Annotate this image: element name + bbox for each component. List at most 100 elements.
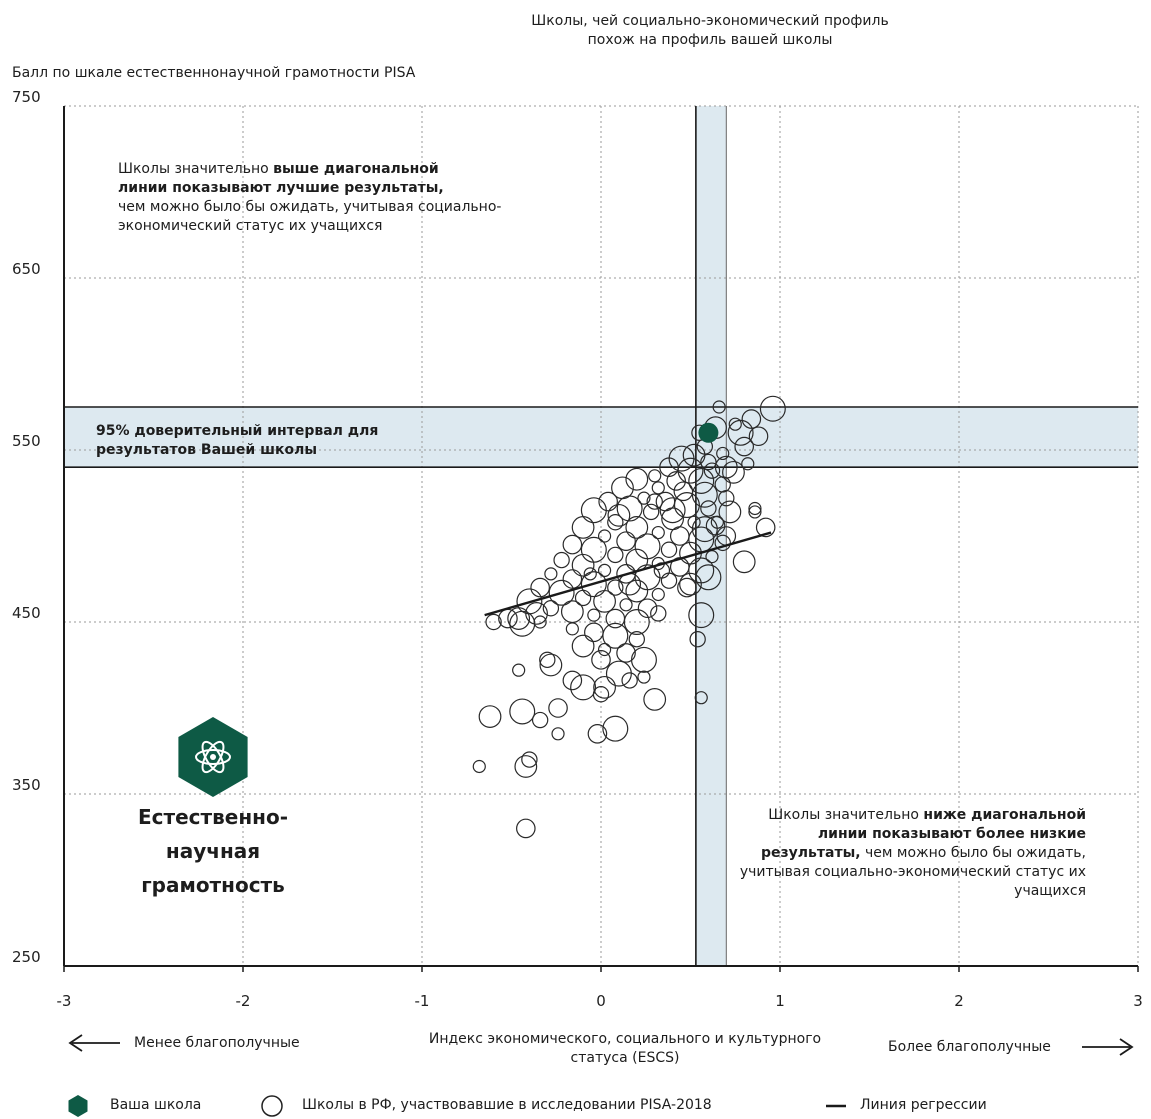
more-affluent-label: Более благополучные (888, 1039, 1051, 1055)
school-point (562, 569, 583, 589)
school-point (607, 514, 624, 531)
school-point (512, 663, 526, 677)
school-point (687, 515, 701, 529)
school-point (651, 481, 665, 495)
school-point (741, 457, 755, 471)
school-point (691, 481, 718, 508)
x-tick-label: 3 (1133, 992, 1143, 1010)
less-affluent-label: Менее благополучные (134, 1035, 300, 1051)
school-point (712, 400, 726, 414)
school-point (507, 607, 531, 630)
school-point (580, 536, 607, 563)
school-point (565, 622, 579, 636)
school-point (755, 517, 776, 538)
annotation-above-bold1: выше диагональной (273, 161, 439, 177)
school-point (514, 755, 538, 778)
x-tick-label: -2 (236, 992, 251, 1010)
school-point (587, 608, 601, 622)
x-tick-label: -3 (57, 992, 72, 1010)
atom-icon (201, 740, 225, 774)
school-point (553, 551, 570, 569)
x-tick-label: 1 (775, 992, 785, 1010)
school-point (722, 460, 745, 484)
school-point (677, 457, 704, 484)
school-point (634, 533, 661, 560)
school-point (718, 489, 735, 507)
school-point (621, 672, 638, 689)
school-point (587, 723, 608, 744)
x-tick-label: 2 (954, 992, 964, 1010)
school-point (625, 516, 649, 539)
school-point (478, 705, 502, 728)
school-point (748, 505, 762, 519)
school-point (542, 600, 560, 617)
y-tick-label: 450 (12, 604, 41, 622)
school-point (616, 495, 643, 522)
school-point (591, 650, 611, 670)
school-point (525, 602, 548, 625)
school-point (741, 409, 762, 429)
school-point (748, 426, 769, 447)
similar-profile-line1: Школы, чей социально-экономический профи… (531, 13, 889, 29)
school-point (748, 501, 762, 516)
your-school-point (698, 422, 719, 443)
school-point (646, 493, 663, 510)
school-point (673, 492, 700, 519)
school-point (628, 631, 646, 648)
y-tick-label: 650 (12, 260, 41, 278)
school-point (695, 564, 722, 591)
school-point (623, 608, 650, 635)
school-point (539, 653, 563, 677)
school-point (691, 516, 718, 543)
school-point (607, 546, 624, 564)
school-point (648, 469, 662, 483)
annotation-below-bold2: линии показывают более низкие (817, 826, 1086, 842)
school-point (574, 589, 592, 607)
annotation-below-normal4: учащихся (1014, 883, 1086, 899)
legend-schools: Школы в РФ, участвовавшие в исследовании… (302, 1097, 712, 1113)
atom-icon (201, 740, 225, 774)
y-tick-label: 250 (12, 948, 41, 966)
y-tick-label: 350 (12, 776, 41, 794)
school-point (637, 670, 651, 684)
x-axis-title-line2: статуса (ESCS) (570, 1050, 680, 1066)
school-point (560, 600, 584, 624)
school-point (660, 541, 678, 558)
annotation-above-bold2: линии показывают лучшие результаты, (118, 180, 444, 196)
school-point (531, 711, 549, 729)
school-point (700, 500, 717, 517)
school-point (571, 553, 595, 577)
similar-profile-line2: похож на профиль вашей школы (587, 32, 833, 48)
school-point (580, 571, 607, 598)
school-point (642, 503, 660, 521)
school-point (669, 526, 690, 546)
school-point (593, 675, 616, 699)
school-point (643, 688, 667, 711)
x-tick-label: 0 (596, 992, 606, 1010)
legend-school-icon (261, 1095, 283, 1117)
regression-line (484, 531, 772, 617)
school-point (571, 516, 595, 539)
school-point (630, 646, 657, 673)
ci-label: 95% доверительный интервал для результат… (96, 422, 378, 460)
school-point (562, 534, 583, 555)
school-point (637, 598, 658, 619)
school-point (716, 446, 730, 461)
atom-icon (195, 749, 231, 765)
annotation-below-bold3: результаты, (761, 845, 861, 861)
annotation-below-normal3: учитывая социально-экономический статус … (739, 864, 1086, 880)
school-point (734, 436, 754, 457)
y-axis-title: Балл по шкале естественнонаучной грамотн… (12, 65, 416, 81)
school-point (728, 417, 742, 431)
badge-line3: грамотность (141, 873, 285, 897)
school-point (650, 605, 667, 622)
school-point (580, 497, 607, 524)
school-point (625, 579, 649, 603)
school-point (509, 610, 536, 637)
y-tick-label: 750 (12, 88, 41, 106)
atom-icon (210, 754, 216, 760)
left-arrow-icon (68, 1034, 83, 1052)
school-point (714, 534, 731, 552)
x-axis-title: Индекс экономического, социального и кул… (400, 1030, 850, 1068)
school-point (688, 467, 715, 494)
